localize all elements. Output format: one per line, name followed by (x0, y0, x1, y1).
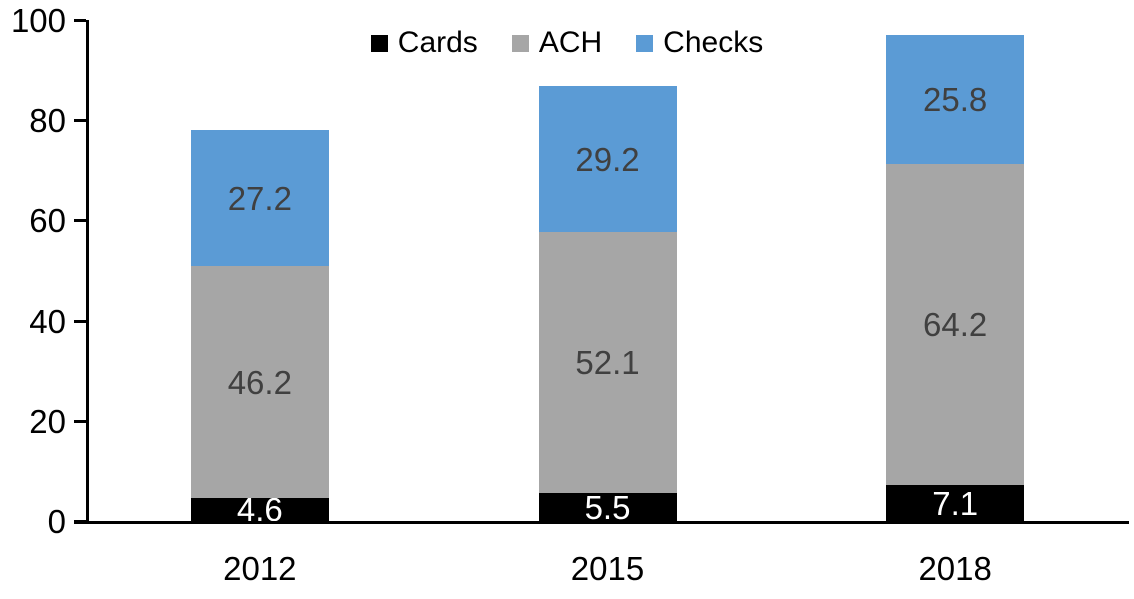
legend-label: Checks (663, 26, 764, 59)
x-category-label: 2018 (918, 550, 992, 587)
legend-swatch-cards-icon (370, 34, 388, 52)
y-axis-tick (74, 319, 86, 323)
legend-item-cards: Cards (370, 26, 478, 59)
y-axis-tick (74, 119, 86, 123)
bar-value-label: 29.2 (575, 140, 640, 178)
legend-label: ACH (538, 26, 603, 59)
bar-segment-cards-2018: 7.1 (886, 484, 1025, 522)
y-tick-label: 0 (47, 503, 66, 540)
bar-value-label: 52.1 (575, 344, 640, 382)
bar-segment-ach-2018: 64.2 (886, 163, 1025, 486)
x-category-label: 2015 (570, 550, 645, 587)
y-tick-label: 40 (29, 302, 66, 340)
bar-value-label: 46.2 (227, 363, 292, 401)
legend-swatch-checks-icon (636, 34, 654, 52)
bar-segment-ach-2012: 46.2 (190, 266, 329, 498)
legend-item-ach: ACH (511, 26, 603, 59)
legend: Cards ACH Checks (0, 28, 1134, 58)
y-axis-line (86, 20, 89, 524)
bar-value-label: 5.5 (584, 488, 631, 526)
bar-segment-checks-2018: 25.8 (886, 34, 1025, 164)
legend-label: Cards (397, 26, 478, 59)
y-tick-label: 20 (29, 402, 66, 440)
bar-value-label: 4.6 (236, 490, 283, 528)
y-axis-tick (74, 219, 86, 223)
y-tick-label: 60 (29, 202, 66, 240)
y-tick-label: 80 (29, 102, 66, 140)
bar-segment-cards-2015: 5.5 (538, 488, 677, 526)
y-tick-label: 100 (10, 2, 66, 39)
legend-item-checks: Checks (636, 28, 763, 58)
y-axis-tick (74, 19, 86, 22)
bar-segment-checks-2012: 27.2 (190, 130, 329, 267)
bar-segment-ach-2015: 52.1 (538, 232, 677, 494)
bar-value-label: 25.8 (923, 80, 988, 118)
legend-swatch-ach-icon (511, 34, 529, 52)
bar-value-label: 27.2 (227, 179, 292, 217)
y-axis-tick (74, 419, 86, 423)
bar-segment-checks-2015: 29.2 (538, 86, 677, 233)
bar-value-label: 64.2 (923, 306, 988, 344)
bar-segment-cards-2012: 4.6 (190, 493, 329, 526)
x-axis-line (74, 521, 1129, 524)
bar-value-label: 7.1 (932, 484, 979, 522)
x-category-label: 2012 (223, 550, 297, 587)
